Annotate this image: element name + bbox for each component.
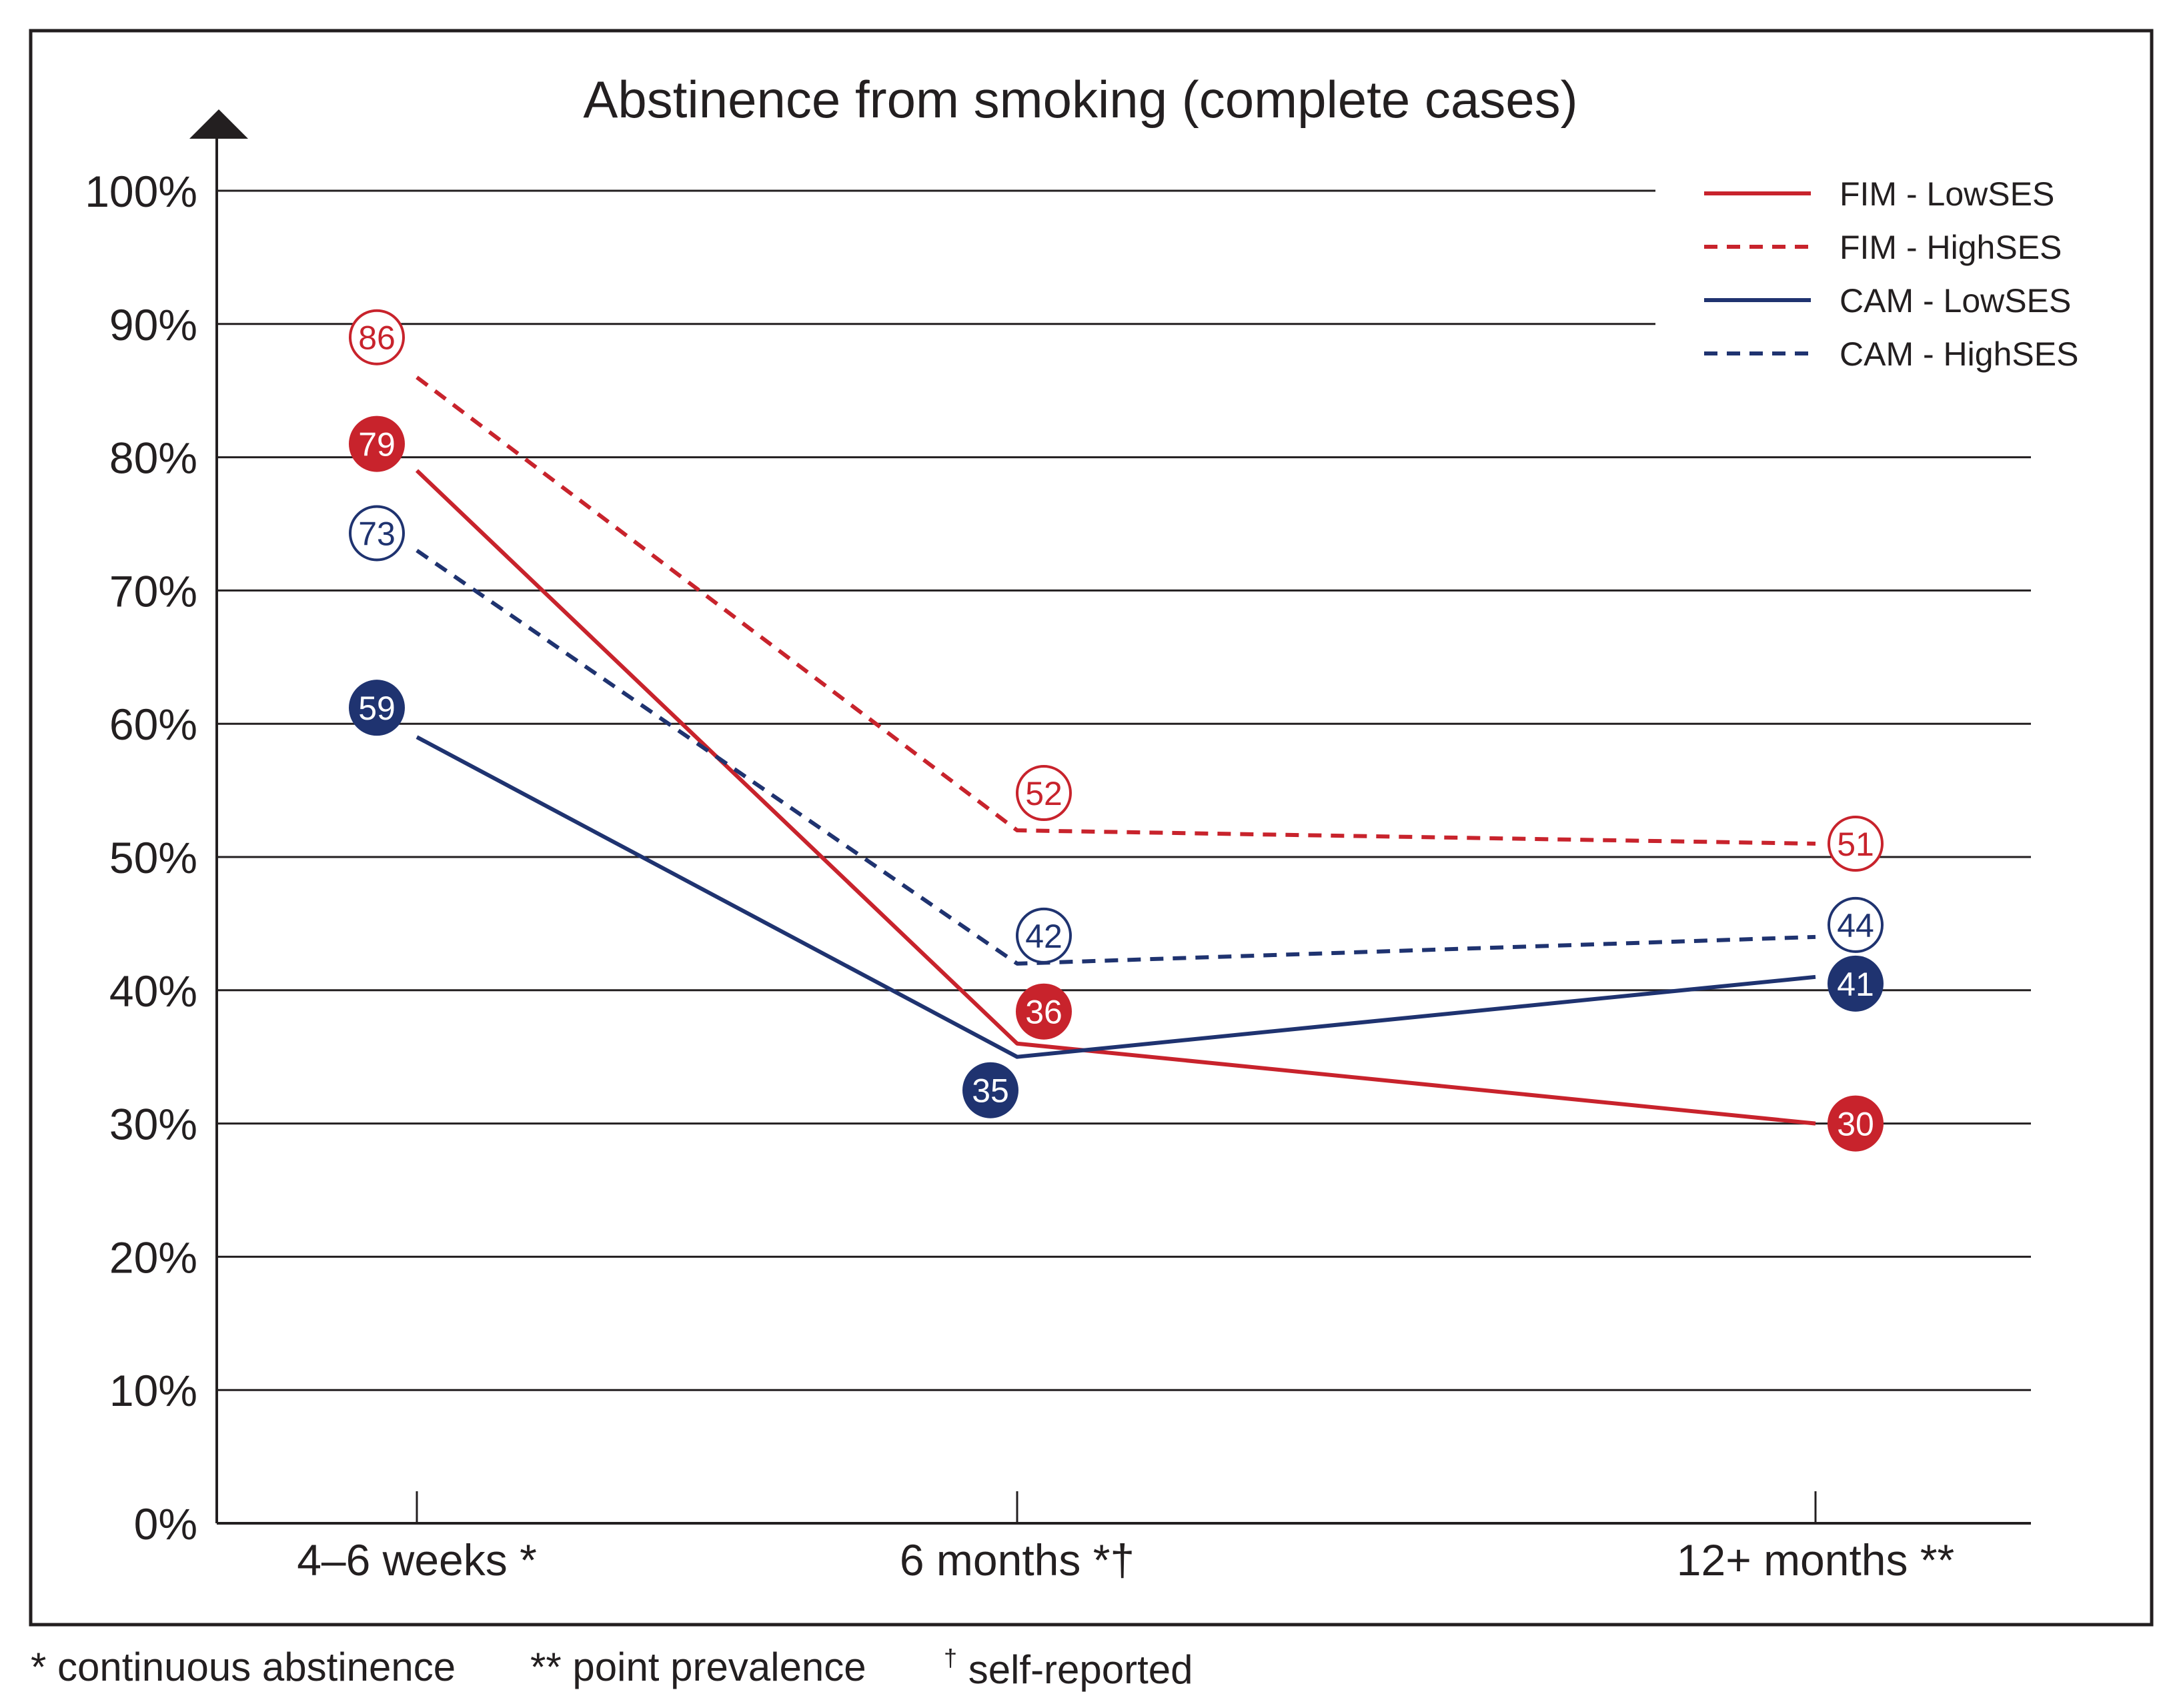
data-label: 42 <box>1025 918 1062 955</box>
x-tick-label: 4–6 weeks * <box>297 1535 537 1585</box>
value-badge: 35 <box>962 1062 1018 1118</box>
data-label: 51 <box>1837 826 1874 863</box>
legend-label: CAM - LowSES <box>1840 282 2071 319</box>
x-tick-label: 12+ months ** <box>1677 1535 1954 1585</box>
footnote-point: ** point prevalence <box>530 1644 866 1690</box>
value-badge: 59 <box>349 680 405 736</box>
value-badge-ring <box>1016 907 1072 964</box>
legend-label: FIM - LowSES <box>1840 175 2054 213</box>
y-tick-label: 80% <box>109 434 197 483</box>
data-label: 30 <box>1837 1106 1874 1143</box>
data-label: 44 <box>1837 907 1874 944</box>
dagger-mark: † <box>944 1644 958 1671</box>
series-line-3 <box>416 548 1816 966</box>
y-tick-label: 70% <box>109 566 197 616</box>
value-badge-disc <box>349 415 405 472</box>
y-tick-label: 90% <box>109 300 197 349</box>
value-badge: 30 <box>1828 1095 1884 1152</box>
data-label: 86 <box>358 319 396 357</box>
legend: FIM - LowSES FIM - HighSES CAM - LowSES CAM… <box>1667 160 2094 373</box>
data-label: 73 <box>358 515 396 552</box>
footnote-continuous-text: * continuous abstinence <box>31 1645 456 1689</box>
footnote-point-text: ** point prevalence <box>530 1645 866 1689</box>
footnote-self-reported-text: self-reported <box>957 1647 1193 1692</box>
value-badge-ring <box>349 309 405 365</box>
value-badge-ring <box>1828 896 1884 953</box>
legend-label: CAM - HighSES <box>1840 335 2078 373</box>
value-badge: 42 <box>1016 907 1072 964</box>
y-tick-label: 20% <box>109 1232 197 1282</box>
legend-label: FIM - HighSES <box>1840 229 2062 266</box>
y-tick-label: 10% <box>109 1366 197 1415</box>
value-badge-ring <box>1828 816 1884 872</box>
footnote-self-reported: † self-reported <box>944 1644 1193 1693</box>
value-badge: 86 <box>349 309 405 365</box>
value-badge-disc <box>962 1062 1018 1118</box>
value-badge-disc <box>1016 983 1072 1040</box>
value-badge-ring <box>349 505 405 562</box>
series <box>415 375 1816 1126</box>
chart-title: Abstinence from smoking (complete cases) <box>583 70 1577 129</box>
y-tick-label: 60% <box>109 700 197 749</box>
data-label: 59 <box>358 690 396 727</box>
y-tick-label: 50% <box>109 833 197 882</box>
value-badge: 36 <box>1016 983 1072 1040</box>
axes: 0% 10% 20% 30% 40% 50% 60% 70% 80% 90% 100% 4–6 wee… <box>85 109 2031 1585</box>
value-badge: 44 <box>1828 896 1884 953</box>
series-line-2 <box>416 735 1816 1059</box>
value-badge: 79 <box>349 415 405 472</box>
value-badge-disc <box>349 680 405 736</box>
grid <box>217 189 2031 1391</box>
value-badge: 41 <box>1828 955 1884 1012</box>
value-badge: 73 <box>349 505 405 562</box>
legend-box <box>1667 160 2094 373</box>
y-tick-label: 40% <box>109 966 197 1016</box>
data-label: 41 <box>1837 966 1874 1003</box>
data-label: 52 <box>1025 775 1062 812</box>
y-tick-label: 100% <box>85 167 197 216</box>
x-tick-label: 6 months *† <box>900 1535 1135 1585</box>
value-badge: 52 <box>1016 765 1072 822</box>
data-label: 36 <box>1025 994 1062 1031</box>
value-badge-disc <box>1828 955 1884 1012</box>
data-markers: 79 36 30 86 52 51 59 35 41 73 42 44 <box>349 309 1884 1152</box>
value-badge-disc <box>1828 1095 1884 1152</box>
data-label: 35 <box>972 1072 1009 1110</box>
footnote-continuous: * continuous abstinence <box>31 1644 456 1690</box>
y-tick-label: 0% <box>134 1499 197 1549</box>
series-line-0 <box>415 469 1816 1126</box>
y-axis-arrow-icon <box>189 109 248 139</box>
data-label: 79 <box>358 426 396 464</box>
value-badge-ring <box>1016 765 1072 822</box>
series-line-1 <box>416 375 1816 846</box>
y-tick-label: 30% <box>109 1100 197 1149</box>
value-badge: 51 <box>1828 816 1884 872</box>
